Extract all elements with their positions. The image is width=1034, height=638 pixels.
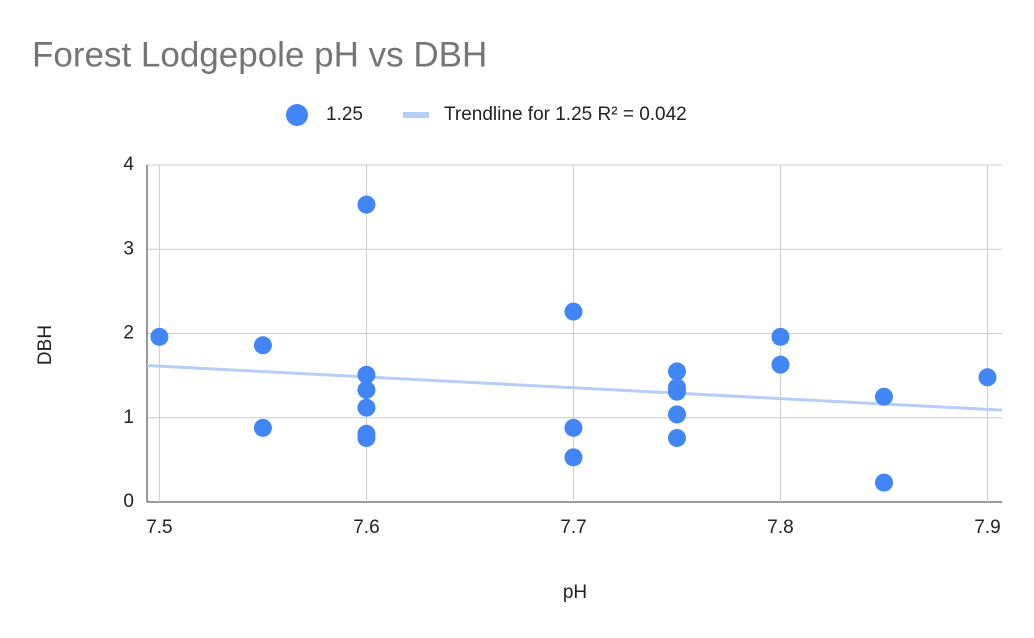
point: [357, 195, 376, 214]
point: [771, 355, 790, 374]
y-tick-label: 3: [123, 238, 134, 259]
x-tick-label: 7.9: [974, 517, 1000, 538]
legend-marker: [286, 104, 308, 126]
point: [564, 448, 583, 467]
x-tick-label: 7.7: [560, 517, 586, 538]
trendline: [146, 364, 1003, 412]
x-tick-label: 7.5: [146, 517, 172, 538]
point: [564, 302, 583, 321]
point: [667, 382, 686, 401]
point: [253, 336, 272, 355]
y-tick-label: 4: [123, 154, 134, 175]
point: [667, 362, 686, 381]
point: [667, 428, 686, 447]
point: [771, 327, 790, 346]
point: [357, 428, 376, 447]
y-tick-label: 2: [123, 323, 134, 344]
legend-label: 1.25: [326, 104, 363, 125]
point: [564, 418, 583, 437]
point: [357, 380, 376, 399]
point: [874, 387, 893, 406]
point: [357, 398, 376, 417]
point: [667, 405, 686, 424]
y-axis-title: DBH: [35, 325, 56, 365]
x-axis-title: pH: [563, 582, 587, 603]
chart-title: Forest Lodgepole pH vs DBH: [32, 35, 487, 74]
point: [253, 418, 272, 437]
legend-label: Trendline for 1.25 R² = 0.042: [444, 104, 687, 125]
x-tick-label: 7.6: [353, 517, 379, 538]
point: [357, 365, 376, 384]
y-tick-label: 0: [123, 491, 134, 512]
x-tick-label: 7.8: [767, 517, 793, 538]
y-tick-label: 1: [123, 407, 134, 428]
point: [978, 368, 997, 387]
point: [874, 473, 893, 492]
point: [150, 327, 169, 346]
